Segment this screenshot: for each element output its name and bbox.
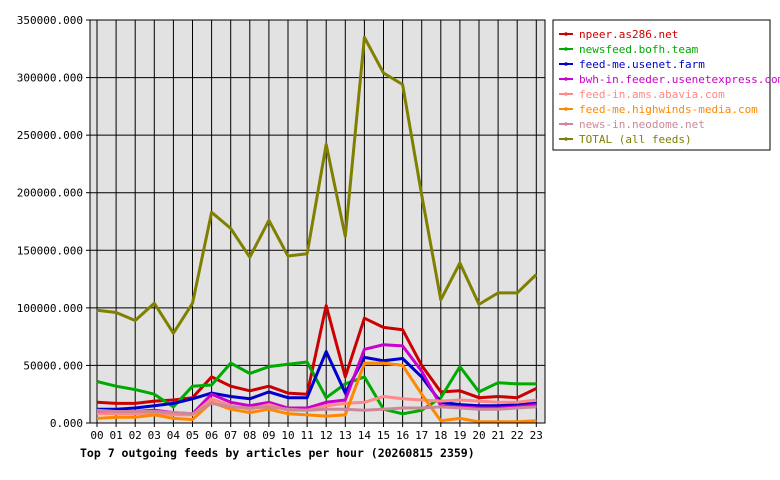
x-tick-label: 13 — [339, 429, 352, 442]
legend-marker-3 — [564, 77, 568, 81]
x-tick-label: 09 — [262, 429, 275, 442]
series-line-5 — [96, 361, 537, 424]
x-tick-label: 12 — [320, 429, 333, 442]
legend-label-6: news-in.neodome.net — [579, 118, 705, 131]
legend-label-0: npeer.as286.net — [579, 28, 678, 41]
x-tick-label: 22 — [511, 429, 524, 442]
x-tick-label: 10 — [281, 429, 294, 442]
x-tick-label: 01 — [109, 429, 122, 442]
x-tick-label: 11 — [300, 429, 313, 442]
x-tick-label: 23 — [530, 429, 543, 442]
legend-label-5: feed-me.highwinds-media.com — [579, 103, 758, 116]
legend-marker-6 — [564, 122, 568, 126]
legend-label-3: bwh-in.feeder.usenetexpress.com — [579, 73, 780, 86]
y-tick-label: 200000.000 — [17, 187, 83, 200]
x-tick-label: 08 — [243, 429, 256, 442]
y-tick-label: 300000.000 — [17, 72, 83, 85]
series-line-7 — [96, 35, 538, 335]
x-tick-label: 14 — [358, 429, 372, 442]
series-line-0 — [96, 304, 537, 405]
chart-title: Top 7 outgoing feeds by articles per hou… — [80, 446, 475, 460]
x-tick-label: 02 — [129, 429, 142, 442]
x-tick-label: 07 — [224, 429, 237, 442]
x-tick-label: 00 — [90, 429, 103, 442]
legend-label-7: TOTAL (all feeds) — [579, 133, 692, 146]
x-tick-label: 17 — [415, 429, 428, 442]
x-tick-label: 04 — [167, 429, 181, 442]
y-tick-label: 350000.000 — [17, 14, 83, 27]
x-tick-label: 05 — [186, 429, 199, 442]
y-tick-label: 50000.000 — [23, 359, 83, 372]
series-lines — [96, 35, 538, 424]
plot-background — [90, 20, 545, 423]
legend-box — [552, 19, 771, 151]
x-axis: 00 01 02 03 04 05 06 07 08 09 10 11 12 13 14 15 16 17 18 19… — [90, 423, 543, 442]
x-tick-label: 18 — [434, 429, 447, 442]
x-tick-label: 19 — [453, 429, 466, 442]
series-line-2 — [97, 350, 537, 411]
x-tick-label: 20 — [472, 429, 485, 442]
legend-marker-5 — [564, 107, 568, 111]
x-tick-label: 03 — [148, 429, 161, 442]
x-tick-label: 16 — [396, 429, 409, 442]
legend-label-2: feed-me.usenet.farm — [579, 58, 705, 71]
legend-marker-4 — [564, 92, 568, 96]
y-tick-label: 150000.000 — [17, 244, 83, 257]
legend-marker-1 — [564, 47, 568, 51]
legend-marker-0 — [564, 32, 568, 36]
plot-border — [89, 19, 546, 424]
x-tick-label: 15 — [377, 429, 390, 442]
series-line-6 — [96, 401, 537, 416]
series-line-4 — [97, 395, 537, 417]
y-tick-label: 0.000 — [50, 417, 83, 430]
y-axis: 0.000 50000.000 100000.000 150000.000 200000… — [17, 14, 90, 430]
legend-marker-2 — [564, 62, 568, 66]
x-tick-label: 06 — [205, 429, 218, 442]
y-tick-label: 100000.000 — [17, 302, 83, 315]
y-tick-label: 250000.000 — [17, 129, 83, 142]
x-tick-label: 21 — [491, 429, 504, 442]
legend-marker-7 — [564, 137, 568, 141]
legend: npeer.as286.net newsfeed.bofh.team feed-me… — [552, 19, 780, 151]
legend-label-1: newsfeed.bofh.team — [579, 43, 699, 56]
legend-label-4: feed-in.ams.abavia.com — [579, 88, 725, 101]
